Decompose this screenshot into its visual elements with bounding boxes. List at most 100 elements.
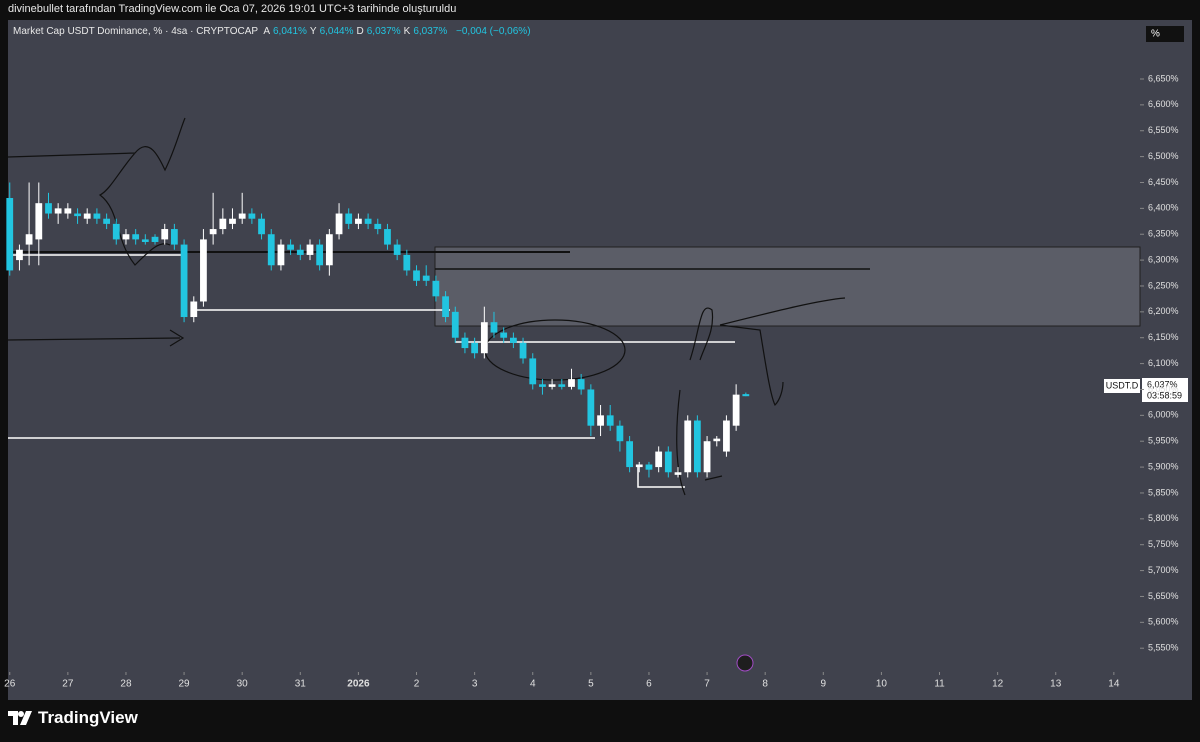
candle-body (64, 208, 72, 214)
brand-name: TradingView (38, 708, 138, 727)
y-tick-label: 6,000% (1148, 410, 1179, 420)
x-tick-label: 4 (530, 679, 536, 690)
drawing-arrow (7, 329, 185, 347)
ohlc-value: 6,037% (413, 26, 448, 37)
candle-body (219, 218, 227, 230)
candle-body (422, 275, 430, 281)
ohlc-value: 6,041% (272, 26, 307, 37)
change: −0,004 (−0,06%) (456, 26, 531, 37)
candle-body (713, 438, 721, 442)
candle-body (606, 415, 614, 426)
candle-body (258, 218, 265, 235)
candle-body (325, 234, 333, 266)
candle-body (316, 244, 324, 266)
candle-body (664, 451, 672, 473)
x-tick-label: 5 (588, 679, 594, 690)
y-tick-label: 6,450% (1148, 177, 1179, 187)
candle-body (432, 280, 440, 297)
ohlc-key: K (403, 26, 411, 37)
candle-body (693, 420, 701, 473)
candle-body (742, 394, 750, 397)
ohlc-value: 6,044% (319, 26, 354, 37)
candle-body (480, 322, 488, 354)
candle-body (626, 441, 634, 468)
x-tick-label: 8 (762, 679, 768, 690)
candle-body (200, 239, 207, 302)
candle-body (500, 332, 508, 338)
x-tick-label: 29 (179, 679, 191, 690)
brand[interactable]: TradingView (8, 708, 138, 728)
y-tick-label: 5,600% (1148, 617, 1179, 627)
candle-body (296, 249, 304, 255)
y-tick-label: 5,850% (1148, 487, 1179, 497)
ohlc-key: D (356, 26, 364, 37)
candle-body (45, 203, 52, 214)
x-tick-label: 27 (62, 679, 74, 690)
x-tick-label: 9 (821, 679, 827, 690)
candle-body (83, 213, 91, 219)
x-tick-label: 2026 (347, 679, 370, 690)
ticker-label: USDT.D (1106, 380, 1139, 390)
y-tick-label: 6,650% (1148, 73, 1179, 83)
candle-body (413, 270, 420, 281)
candle-body (35, 203, 43, 240)
unit-label: % (1151, 29, 1160, 40)
candle-body (161, 229, 169, 240)
candle-body (112, 223, 120, 240)
x-tick-label: 28 (120, 679, 132, 690)
candle-body (345, 213, 353, 224)
ohlc-value: 6,037% (366, 26, 401, 37)
candle-body (25, 234, 33, 245)
candle-body (587, 389, 595, 426)
x-tick-label: 31 (295, 679, 307, 690)
x-tick-label: 10 (876, 679, 888, 690)
price-label: 6,037% (1147, 379, 1178, 389)
event-icon[interactable] (736, 654, 754, 672)
candle-body (635, 464, 643, 468)
candle-body (548, 384, 556, 387)
candle-body (645, 464, 653, 470)
candle-body (471, 342, 479, 354)
candle-body (510, 337, 517, 343)
candle-body (6, 198, 14, 271)
level-box (637, 465, 685, 488)
chart-background (8, 20, 1192, 700)
y-tick-label: 6,050% (1148, 384, 1179, 394)
caption: divinebullet tarafından TradingView.com … (8, 3, 457, 15)
candle-body (170, 229, 178, 245)
candle-body (364, 218, 372, 224)
candle-body (287, 244, 294, 250)
x-tick-label: 26 (4, 679, 16, 690)
candle-body (229, 218, 236, 224)
candle-body (451, 311, 459, 338)
symbol: Market Cap USDT Dominance, % · 4sa · CRY… (13, 26, 259, 37)
candle-body (16, 249, 23, 261)
candle-body (306, 244, 314, 255)
countdown-label: 03:58:59 (1147, 390, 1182, 400)
y-tick-label: 6,400% (1148, 203, 1179, 213)
candle-body (539, 384, 546, 387)
x-tick-label: 3 (472, 679, 478, 690)
y-tick-label: 6,550% (1148, 125, 1179, 135)
candle-body (132, 234, 140, 240)
candle-body (732, 394, 740, 426)
y-tick-label: 6,150% (1148, 332, 1179, 342)
price-tag (1142, 378, 1188, 402)
candle-body (374, 223, 382, 230)
y-tick-label: 6,350% (1148, 229, 1179, 239)
symbol-line: Market Cap USDT Dominance, % · 4sa · CRY… (13, 26, 534, 37)
y-tick-label: 5,650% (1148, 591, 1179, 601)
x-tick-label: 11 (934, 679, 945, 690)
candle-body (209, 229, 217, 235)
candle-body (461, 337, 469, 349)
candle-body (93, 213, 101, 219)
y-tick-label: 6,600% (1148, 99, 1179, 109)
ticker-tag (1104, 379, 1140, 393)
x-tick-label: 14 (1108, 679, 1120, 690)
y-tick-label: 5,950% (1148, 436, 1179, 446)
drawings (7, 117, 1141, 496)
candles (6, 182, 750, 478)
zone-box (434, 246, 1141, 327)
y-tick-label: 5,900% (1148, 461, 1179, 471)
